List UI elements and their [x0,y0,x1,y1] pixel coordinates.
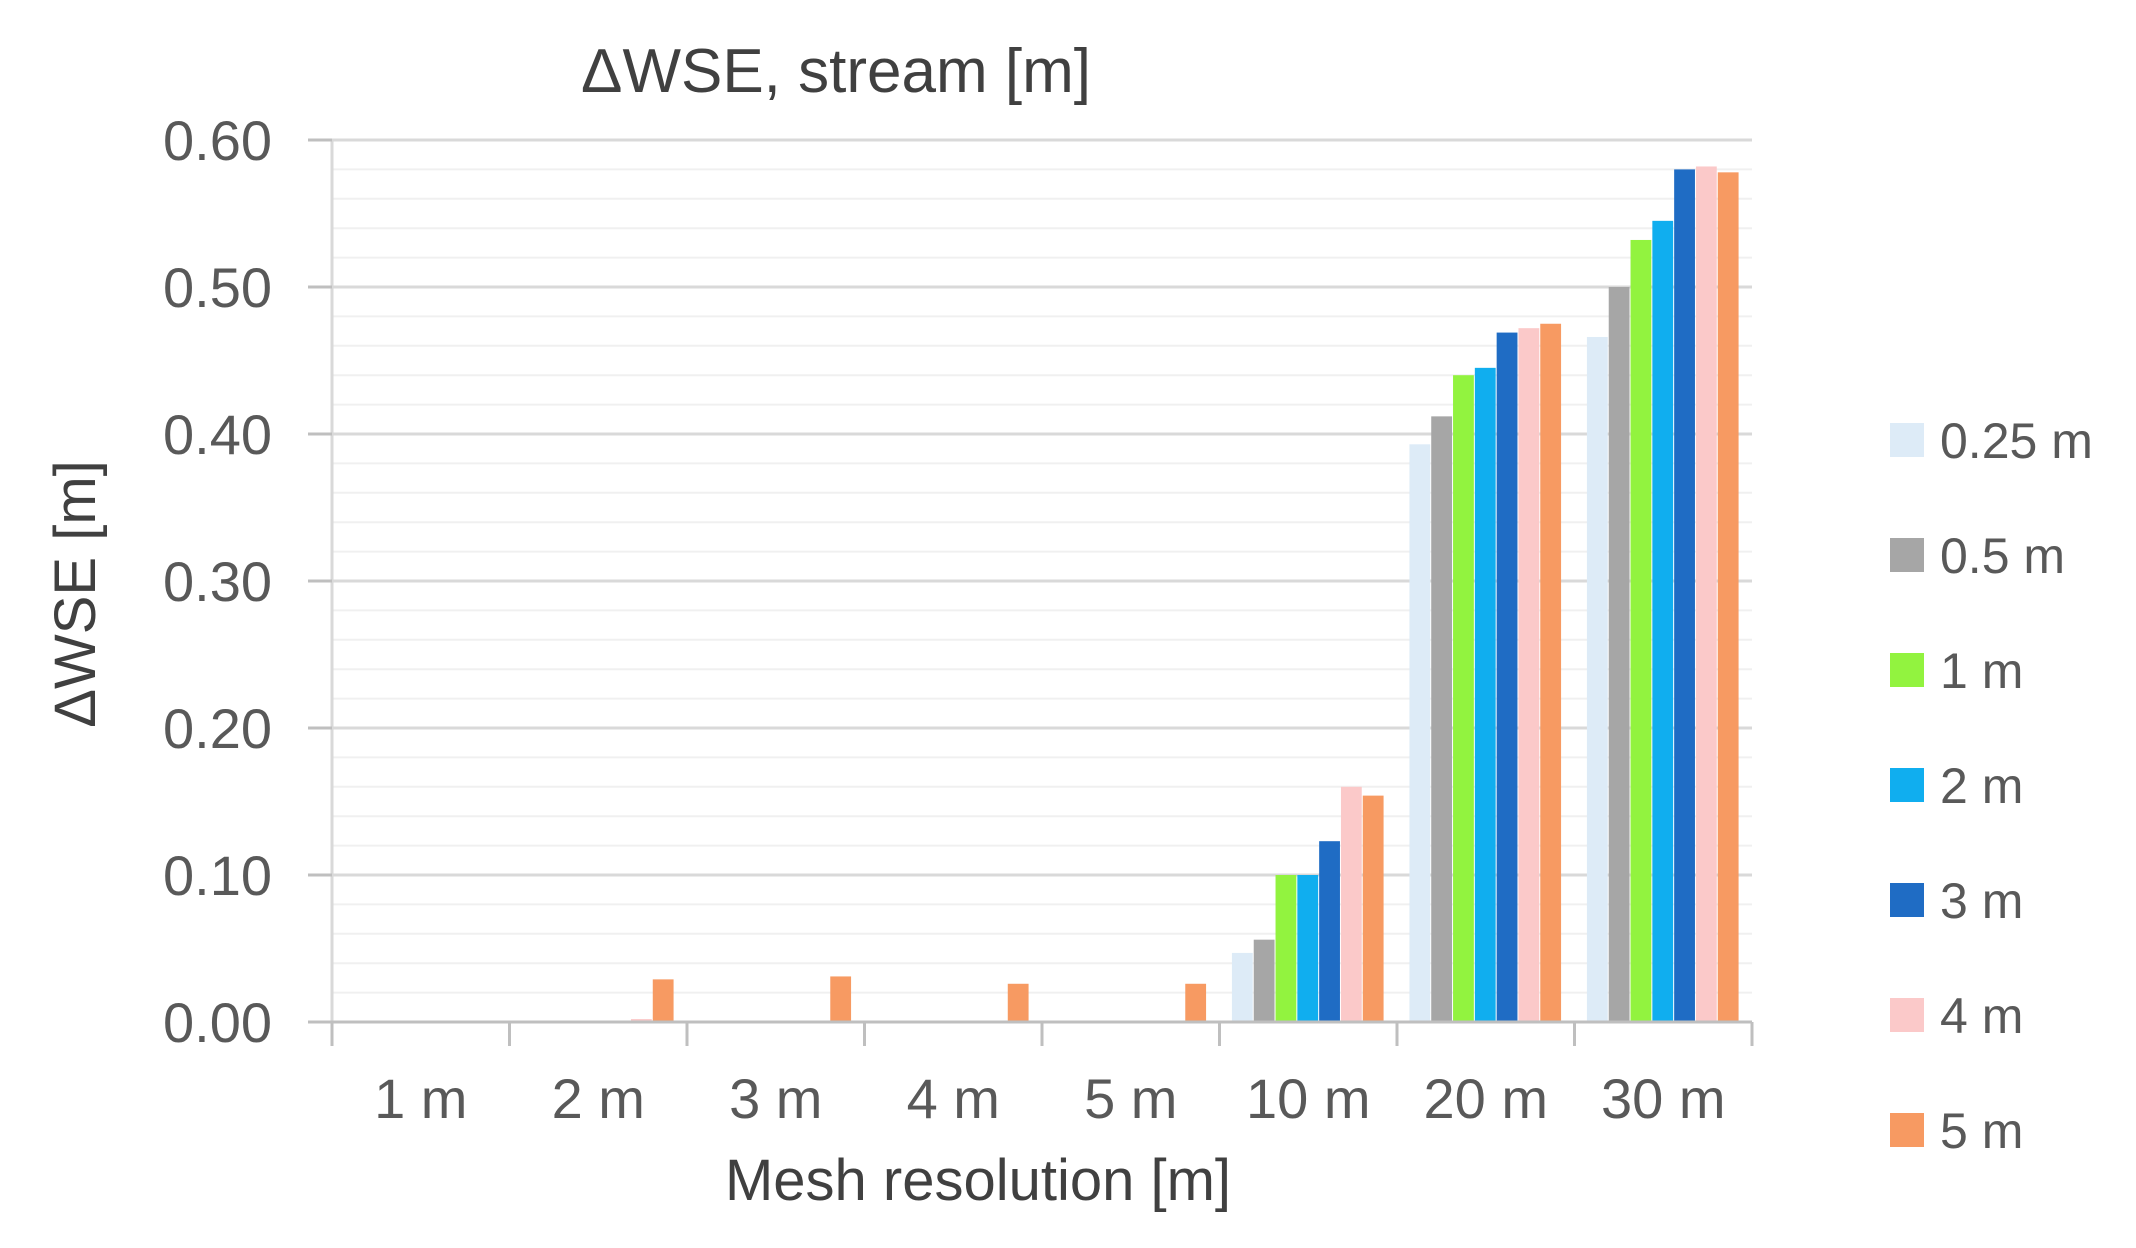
legend-swatch [1890,883,1924,917]
legend-swatch [1890,538,1924,572]
x-axis: 1 m 2 m 3 m 4 m 5 m 10 m 20 m 30 m [330,1020,1754,1130]
bar [1340,786,1362,1022]
legend-swatch [1890,423,1924,457]
y-axis-ticks: 0.00 0.10 0.20 0.30 0.40 0.50 0.60 [163,109,332,1054]
legend-label: 3 m [1940,873,2023,929]
x-tick-label: 1 m [374,1067,467,1130]
legend-swatch [1890,1113,1924,1147]
legend: 0.25 m 0.5 m 1 m 2 m 3 m 4 m 5 m [1890,413,2093,1159]
bar [1518,328,1540,1022]
bar [1586,336,1608,1023]
x-tick-label: 4 m [907,1067,1000,1130]
bar [1695,166,1717,1022]
bar [1231,952,1253,1022]
bar [1674,169,1695,1022]
bar [1717,172,1739,1023]
bar [1319,841,1340,1022]
y-tick-label: 0.40 [163,403,272,466]
y-tick-label: 0.10 [163,844,272,907]
bar [1253,939,1275,1022]
bar [1275,875,1297,1022]
bar [1496,332,1518,1022]
legend-swatch [1890,653,1924,687]
chart-title: ΔWSE, stream [m] [581,37,1091,106]
legend-label: 0.25 m [1940,413,2093,469]
bar [1007,983,1029,1022]
bar [1474,367,1496,1023]
x-tick-label: 2 m [552,1067,645,1130]
legend-label: 5 m [1940,1103,2023,1159]
legend-label: 0.5 m [1940,528,2065,584]
x-tick-label: 5 m [1084,1067,1177,1130]
y-tick-label: 0.20 [163,697,272,760]
bar [830,976,852,1022]
legend-label: 2 m [1940,758,2023,814]
bars [630,166,1739,1023]
y-tick-label: 0.50 [163,256,272,319]
legend-label: 1 m [1940,643,2023,699]
bar [1540,323,1562,1022]
y-tick-label: 0.30 [163,550,272,613]
bar [1362,795,1384,1022]
legend-label: 4 m [1940,988,2023,1044]
x-tick-label: 3 m [729,1067,822,1130]
bar [1431,416,1453,1022]
legend-swatch [1890,998,1924,1032]
bar [1630,239,1652,1022]
bar [1652,220,1674,1023]
x-tick-label: 10 m [1246,1067,1371,1130]
bar [652,979,674,1022]
bar [1453,375,1474,1022]
y-tick-label: 0.00 [163,991,272,1054]
bar [1185,983,1207,1022]
x-tick-label: 20 m [1424,1067,1549,1130]
x-axis-label: Mesh resolution [m] [725,1148,1231,1213]
y-tick-label: 0.60 [163,109,272,172]
legend-swatch [1890,768,1924,802]
y-axis-label: ΔWSE [m] [43,460,108,728]
bar [1297,875,1319,1022]
bar [1409,444,1431,1022]
x-tick-label: 30 m [1601,1067,1726,1130]
bar [1608,287,1630,1022]
